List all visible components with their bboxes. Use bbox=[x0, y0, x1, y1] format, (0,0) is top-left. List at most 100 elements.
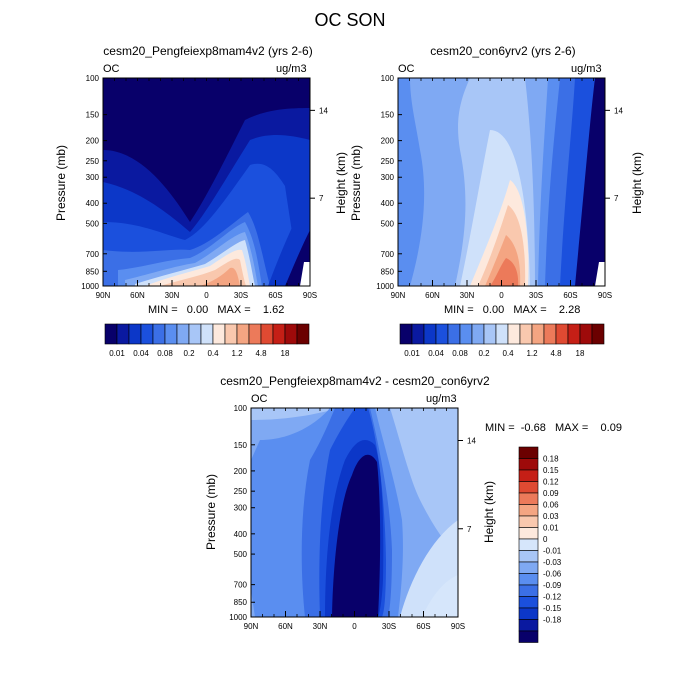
colorbar3-label: 0.18 bbox=[543, 455, 559, 464]
panel2-contours bbox=[398, 78, 605, 286]
panel1-ytick-label: 100 bbox=[86, 74, 100, 83]
panel1-contours bbox=[103, 78, 310, 286]
panel3-fill-level1 bbox=[332, 454, 381, 617]
panel1-ytick-label: 1000 bbox=[81, 282, 99, 291]
panel1-xtick-label: 90S bbox=[303, 291, 317, 300]
colorbar3-label: -0.15 bbox=[543, 604, 562, 613]
colorbar2-label: 1.2 bbox=[526, 349, 538, 358]
colorbar2-swatch bbox=[543, 323, 557, 345]
panel2-ytick-label: 400 bbox=[381, 199, 395, 208]
panel2-ytick-label: 150 bbox=[381, 111, 395, 120]
colorbar2-label: 18 bbox=[576, 349, 585, 358]
panel1-minmax: MIN = 0.00 MAX = 1.62 bbox=[148, 304, 285, 316]
colorbar3-label: -0.09 bbox=[543, 581, 562, 590]
panel2-xtick-label: 90S bbox=[598, 291, 612, 300]
colorbar2-swatch bbox=[495, 323, 509, 345]
panel1-ytick-label: 200 bbox=[86, 137, 100, 146]
panel3-xtick-label: 90S bbox=[451, 622, 465, 631]
colorbar3-swatch bbox=[518, 607, 539, 620]
colorbar3-swatch bbox=[518, 469, 539, 482]
panel3-var-label: OC bbox=[251, 393, 268, 405]
panel1-fill-missing bbox=[300, 262, 310, 286]
panel1-units: ug/m3 bbox=[276, 63, 307, 75]
colorbar3-label: 0.01 bbox=[543, 524, 559, 533]
colorbar1-swatch bbox=[272, 323, 286, 345]
panel3-xtick-label: 60S bbox=[416, 622, 430, 631]
panel1-xtick-label: 60S bbox=[268, 291, 282, 300]
panel3-ylabel-right: Height (km) bbox=[482, 481, 496, 544]
colorbar3-swatch bbox=[518, 515, 539, 528]
colorbar3-swatch bbox=[518, 561, 539, 574]
panel2-ytick-right-label: 14 bbox=[614, 106, 623, 115]
colorbar1-label: 0.2 bbox=[183, 349, 195, 358]
panel1-fill-level11 bbox=[200, 267, 240, 286]
colorbar2-swatch bbox=[435, 323, 449, 345]
colorbar2-swatch bbox=[591, 323, 605, 345]
colorbar2-swatch bbox=[423, 323, 437, 345]
panel2-xtick-label: 0 bbox=[499, 291, 504, 300]
colorbar2-swatch bbox=[399, 323, 413, 345]
colorbar2-swatch bbox=[471, 323, 485, 345]
panel2-xtick-label: 90N bbox=[391, 291, 406, 300]
colorbar3-label: -0.01 bbox=[543, 547, 562, 556]
colorbar2-swatch bbox=[411, 323, 425, 345]
colorbar1-label: 18 bbox=[281, 349, 290, 358]
colorbar1-label: 1.2 bbox=[231, 349, 243, 358]
panel3-ytick-label: 400 bbox=[234, 530, 248, 539]
colorbar3-swatch bbox=[518, 630, 539, 643]
colorbar3-swatch bbox=[518, 504, 539, 517]
colorbar2-swatch bbox=[567, 323, 581, 345]
figure-title: OC SON bbox=[314, 10, 386, 30]
colorbar3-swatch bbox=[518, 481, 539, 494]
panel3-contours bbox=[251, 408, 458, 617]
panel2-xtick-label: 30S bbox=[529, 291, 543, 300]
panel3-fill-south-lightest bbox=[422, 575, 458, 617]
colorbar2-swatch bbox=[507, 323, 521, 345]
colorbar3-swatch bbox=[518, 458, 539, 471]
panel3-ytick-label: 250 bbox=[234, 487, 248, 496]
colorbar1-swatch bbox=[104, 323, 118, 345]
colorbar2-label: 0.01 bbox=[404, 349, 420, 358]
panel3-ylabel: Pressure (mb) bbox=[204, 474, 218, 551]
panel2-fill-missing bbox=[595, 262, 605, 286]
colorbar2-label: 0.2 bbox=[478, 349, 490, 358]
colorbar1-swatch bbox=[200, 323, 214, 345]
panel1-xtick-label: 60N bbox=[130, 291, 145, 300]
colorbar3-swatch bbox=[518, 596, 539, 609]
panel3-ytick-label: 150 bbox=[234, 441, 248, 450]
panel1-ytick-label: 250 bbox=[86, 157, 100, 166]
colorbar3-label: -0.03 bbox=[543, 558, 562, 567]
colorbar3-label: 0.15 bbox=[543, 466, 559, 475]
panel2-xtick-label: 30N bbox=[460, 291, 475, 300]
panel1-ytick-right-label: 7 bbox=[319, 194, 324, 203]
colorbar2-swatch bbox=[483, 323, 497, 345]
panel3-ytick-right-label: 7 bbox=[467, 525, 472, 534]
panel1-xtick-label: 30N bbox=[165, 291, 180, 300]
panel2-ylabel-right: Height (km) bbox=[630, 152, 644, 215]
colorbar2-label: 0.04 bbox=[428, 349, 444, 358]
panel1-ytick-label: 400 bbox=[86, 199, 100, 208]
panel2-ylabel: Pressure (mb) bbox=[349, 145, 363, 222]
colorbar1-swatch bbox=[164, 323, 178, 345]
panel1-ytick-label: 500 bbox=[86, 219, 100, 228]
panel3-minmax: MIN = -0.68 MAX = 0.09 bbox=[485, 422, 622, 434]
colorbar2-swatch bbox=[531, 323, 545, 345]
colorbar3-swatch bbox=[518, 538, 539, 551]
panel1-var-label: OC bbox=[103, 63, 120, 75]
panel2-xtick-label: 60S bbox=[563, 291, 577, 300]
panel1-ytick-label: 150 bbox=[86, 111, 100, 120]
panel3-ytick-label: 200 bbox=[234, 467, 248, 476]
panel3-fill-north-patch bbox=[262, 600, 298, 617]
colorbar1-swatch bbox=[188, 323, 202, 345]
colorbar1-swatch bbox=[128, 323, 142, 345]
panel3-title: cesm20_Pengfeiexp8mam4v2 - cesm20_con6yr… bbox=[220, 374, 490, 388]
panel2-var-label: OC bbox=[398, 63, 415, 75]
colorbar1-swatch bbox=[296, 323, 310, 345]
panel2-ytick-label: 300 bbox=[381, 173, 395, 182]
colorbar3-label: 0.03 bbox=[543, 512, 559, 521]
panel3-ytick-right-label: 14 bbox=[467, 437, 476, 446]
panel1-ytick-label: 300 bbox=[86, 173, 100, 182]
colorbar3-label: -0.18 bbox=[543, 616, 562, 625]
